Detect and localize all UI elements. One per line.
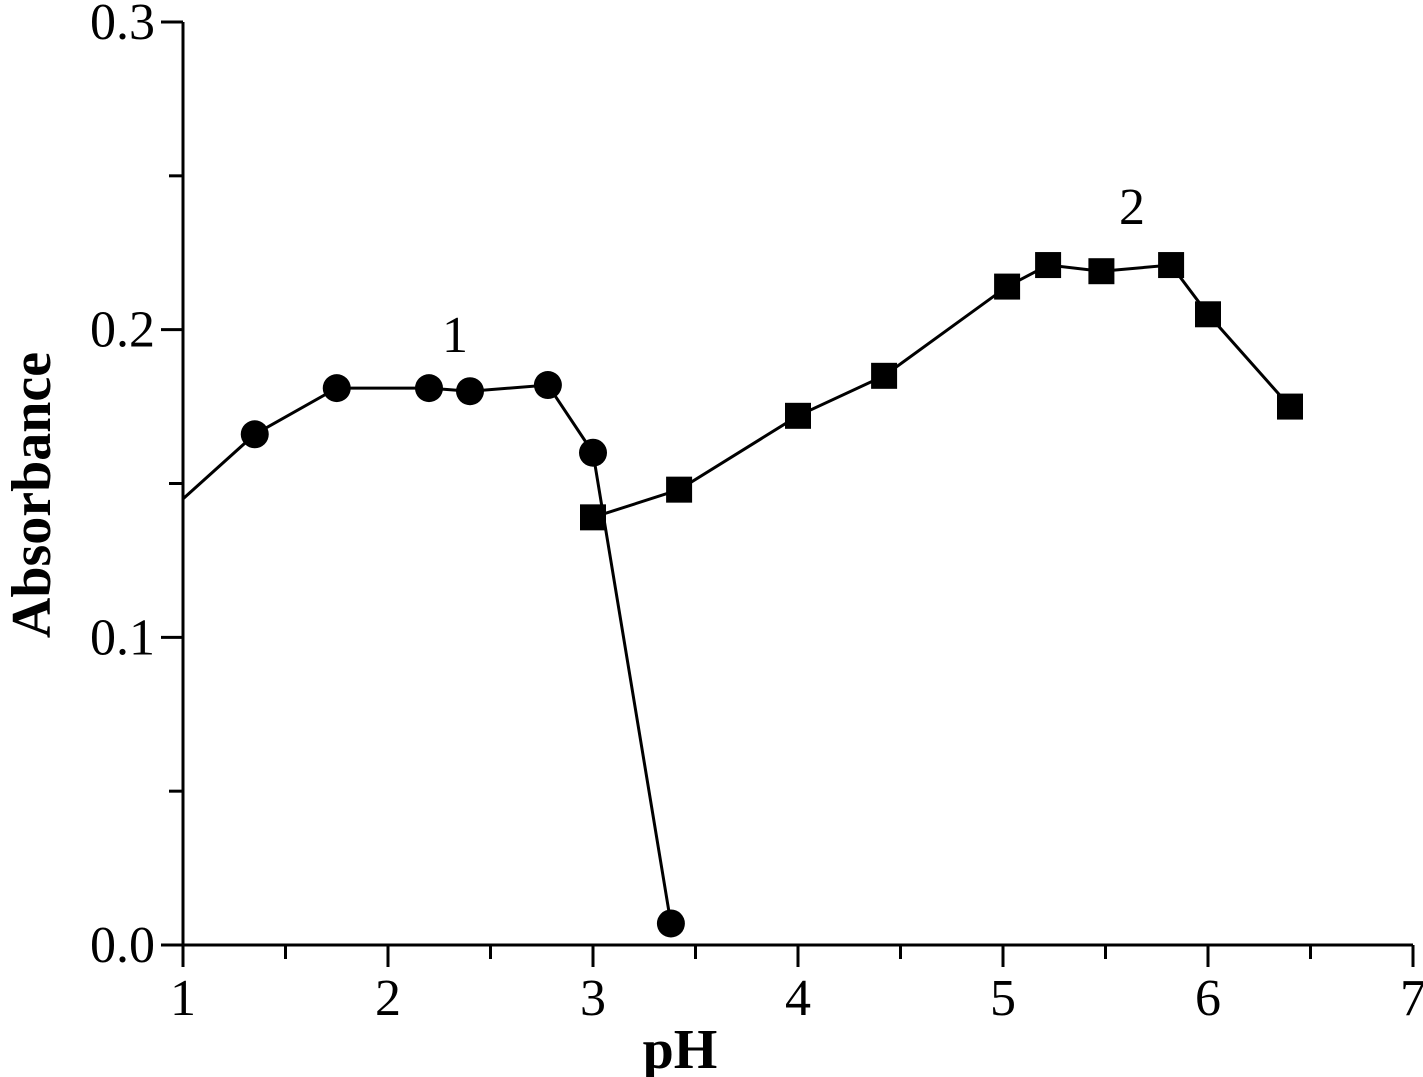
x-tick-label: 5 bbox=[990, 970, 1016, 1027]
series-1 bbox=[181, 371, 685, 938]
axes: 1 2 3 4 5 6 7 0.0 0.1 0.2 0.3 bbox=[90, 0, 1423, 1027]
labels: pH Absorbance 1 2 bbox=[1, 179, 1145, 1077]
series-2-point bbox=[1088, 258, 1115, 285]
series-1-point bbox=[415, 374, 443, 403]
y-tick-label: 0.3 bbox=[90, 0, 155, 51]
series-1-point bbox=[240, 420, 269, 449]
x-tick-label: 6 bbox=[1195, 970, 1221, 1027]
series-1-label: 1 bbox=[442, 307, 468, 364]
x-tick-label: 4 bbox=[785, 970, 811, 1027]
series-1-point bbox=[456, 377, 484, 406]
series-2-point bbox=[1195, 301, 1221, 328]
series-2-point bbox=[580, 504, 606, 531]
y-axis-title: Absorbance bbox=[1, 352, 63, 638]
series-2-point bbox=[994, 273, 1021, 300]
series-2-line bbox=[592, 263, 1292, 519]
y-tick-label: 0.2 bbox=[90, 302, 155, 359]
series-2-label: 2 bbox=[1119, 179, 1145, 236]
series-1-point bbox=[322, 374, 351, 403]
y-tick-label: 0.0 bbox=[90, 917, 155, 974]
series-1-point bbox=[579, 438, 607, 467]
series-1-point bbox=[533, 371, 562, 400]
y-tick-label: 0.1 bbox=[90, 609, 155, 666]
x-tick-label: 1 bbox=[170, 970, 196, 1027]
x-tick-label: 7 bbox=[1400, 970, 1423, 1027]
series-2-point bbox=[666, 476, 693, 503]
series-1-point bbox=[656, 909, 685, 938]
x-tick-label: 2 bbox=[375, 970, 401, 1027]
series-2 bbox=[580, 252, 1303, 531]
series-2-point bbox=[1158, 252, 1185, 279]
plot-area bbox=[181, 252, 1303, 938]
x-axis-title: pH bbox=[643, 1019, 718, 1077]
series-2-point bbox=[785, 402, 811, 429]
series-2-point bbox=[1035, 252, 1062, 279]
x-tick-label: 3 bbox=[580, 970, 606, 1027]
series-2-point bbox=[871, 362, 898, 389]
series-2-point bbox=[1277, 393, 1303, 420]
